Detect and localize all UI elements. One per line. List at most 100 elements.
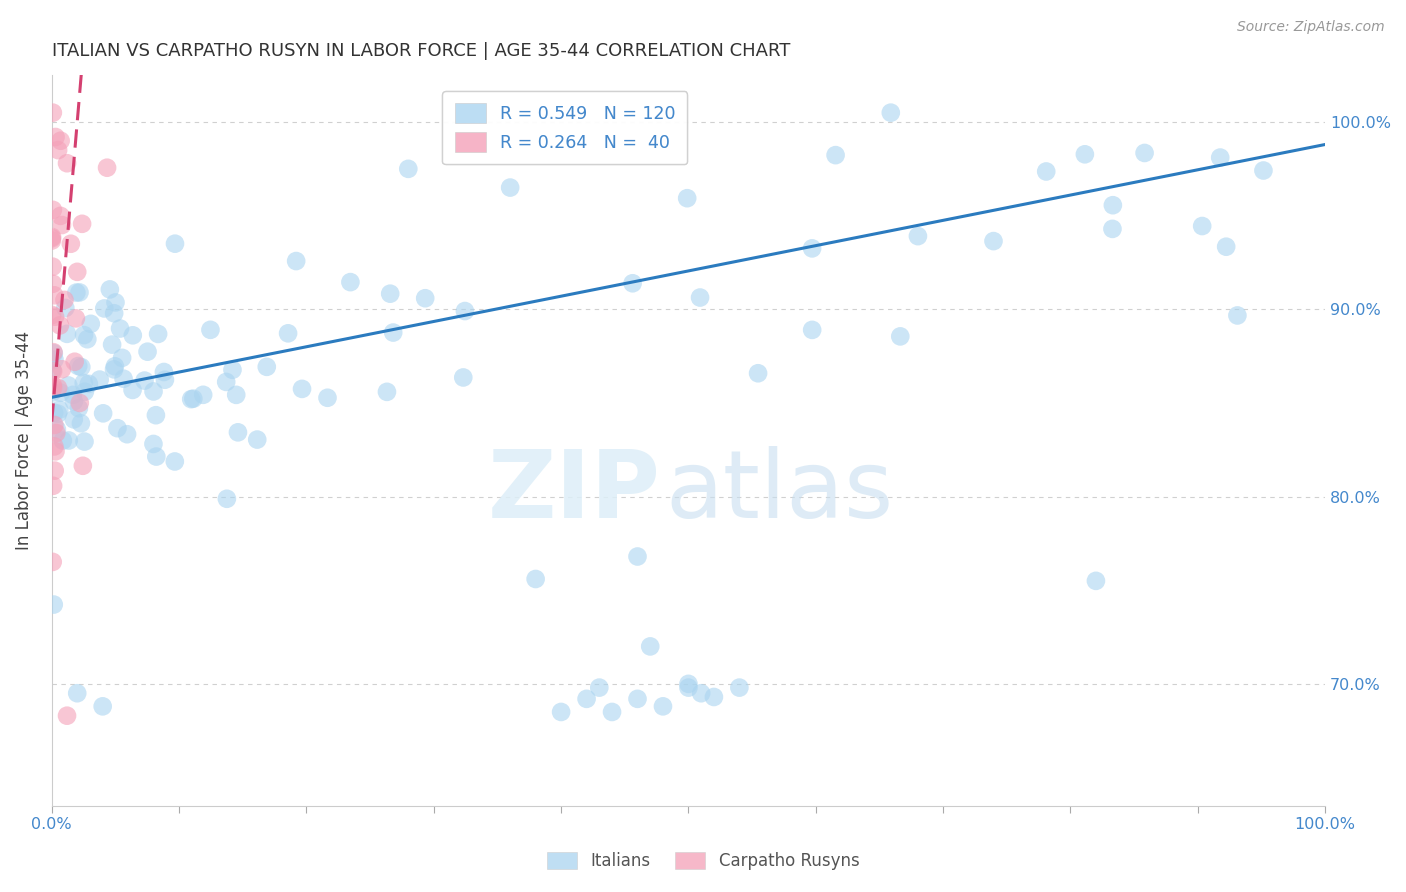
Point — [91, 699, 114, 714]
Point — [115, 427, 138, 442]
Text: atlas: atlas — [665, 445, 894, 538]
Point — [382, 326, 405, 340]
Point — [41, 363, 63, 377]
Point — [678, 681, 700, 695]
Point — [221, 363, 243, 377]
Point — [1209, 151, 1232, 165]
Point — [41, 231, 63, 245]
Point — [689, 291, 711, 305]
Point — [103, 306, 125, 320]
Point — [73, 328, 96, 343]
Point — [180, 392, 202, 406]
Point — [46, 407, 69, 421]
Point — [45, 422, 67, 436]
Point — [1101, 222, 1123, 236]
Point — [73, 434, 96, 449]
Point — [49, 134, 72, 148]
Point — [676, 191, 699, 205]
Point — [51, 218, 73, 232]
Point — [96, 161, 118, 175]
Point — [136, 344, 159, 359]
Point — [690, 686, 713, 700]
Point — [652, 699, 675, 714]
Point — [42, 345, 65, 359]
Point — [66, 686, 89, 700]
Point — [380, 286, 402, 301]
Point — [339, 275, 361, 289]
Point — [49, 318, 72, 333]
Y-axis label: In Labor Force | Age 35-44: In Labor Force | Age 35-44 — [15, 331, 32, 550]
Point — [41, 234, 63, 248]
Point — [499, 180, 522, 194]
Point — [53, 301, 76, 315]
Point — [1084, 574, 1107, 588]
Point — [65, 311, 87, 326]
Point — [108, 321, 131, 335]
Point — [42, 105, 65, 120]
Point — [454, 304, 477, 318]
Point — [44, 464, 66, 478]
Point — [67, 401, 90, 416]
Point — [41, 260, 63, 274]
Point — [678, 677, 700, 691]
Point — [621, 277, 644, 291]
Point — [69, 285, 91, 300]
Point — [191, 388, 214, 402]
Point — [46, 381, 69, 395]
Point — [62, 412, 84, 426]
Point — [889, 329, 911, 343]
Point — [67, 359, 90, 373]
Point — [183, 392, 205, 406]
Point — [80, 317, 103, 331]
Point — [107, 421, 129, 435]
Point — [225, 388, 247, 402]
Point — [56, 326, 79, 341]
Point — [747, 366, 769, 380]
Point — [42, 381, 65, 395]
Point — [285, 254, 308, 268]
Point — [277, 326, 299, 341]
Point — [226, 425, 249, 440]
Point — [44, 439, 66, 453]
Point — [112, 372, 135, 386]
Point — [56, 156, 79, 170]
Point — [101, 337, 124, 351]
Point — [89, 373, 111, 387]
Point — [600, 705, 623, 719]
Point — [451, 370, 474, 384]
Point — [44, 288, 66, 302]
Point — [121, 328, 143, 343]
Point — [76, 332, 98, 346]
Point — [396, 161, 419, 176]
Point — [58, 434, 80, 448]
Point — [58, 378, 80, 392]
Point — [200, 323, 222, 337]
Point — [256, 359, 278, 374]
Point — [907, 229, 929, 244]
Point — [42, 364, 65, 378]
Point — [41, 230, 63, 244]
Point — [142, 384, 165, 399]
Point — [703, 690, 725, 704]
Point — [375, 384, 398, 399]
Point — [153, 373, 176, 387]
Point — [63, 355, 86, 369]
Point — [51, 362, 73, 376]
Point — [72, 458, 94, 473]
Point — [49, 209, 72, 223]
Point — [880, 105, 903, 120]
Point — [44, 310, 66, 324]
Point — [801, 323, 824, 337]
Point — [56, 708, 79, 723]
Point — [62, 388, 84, 402]
Point — [121, 383, 143, 397]
Point — [215, 375, 238, 389]
Point — [246, 433, 269, 447]
Point — [146, 326, 169, 341]
Point — [59, 236, 82, 251]
Point — [42, 277, 65, 291]
Point — [728, 681, 751, 695]
Point — [163, 236, 186, 251]
Text: ZIP: ZIP — [488, 445, 661, 538]
Point — [70, 217, 93, 231]
